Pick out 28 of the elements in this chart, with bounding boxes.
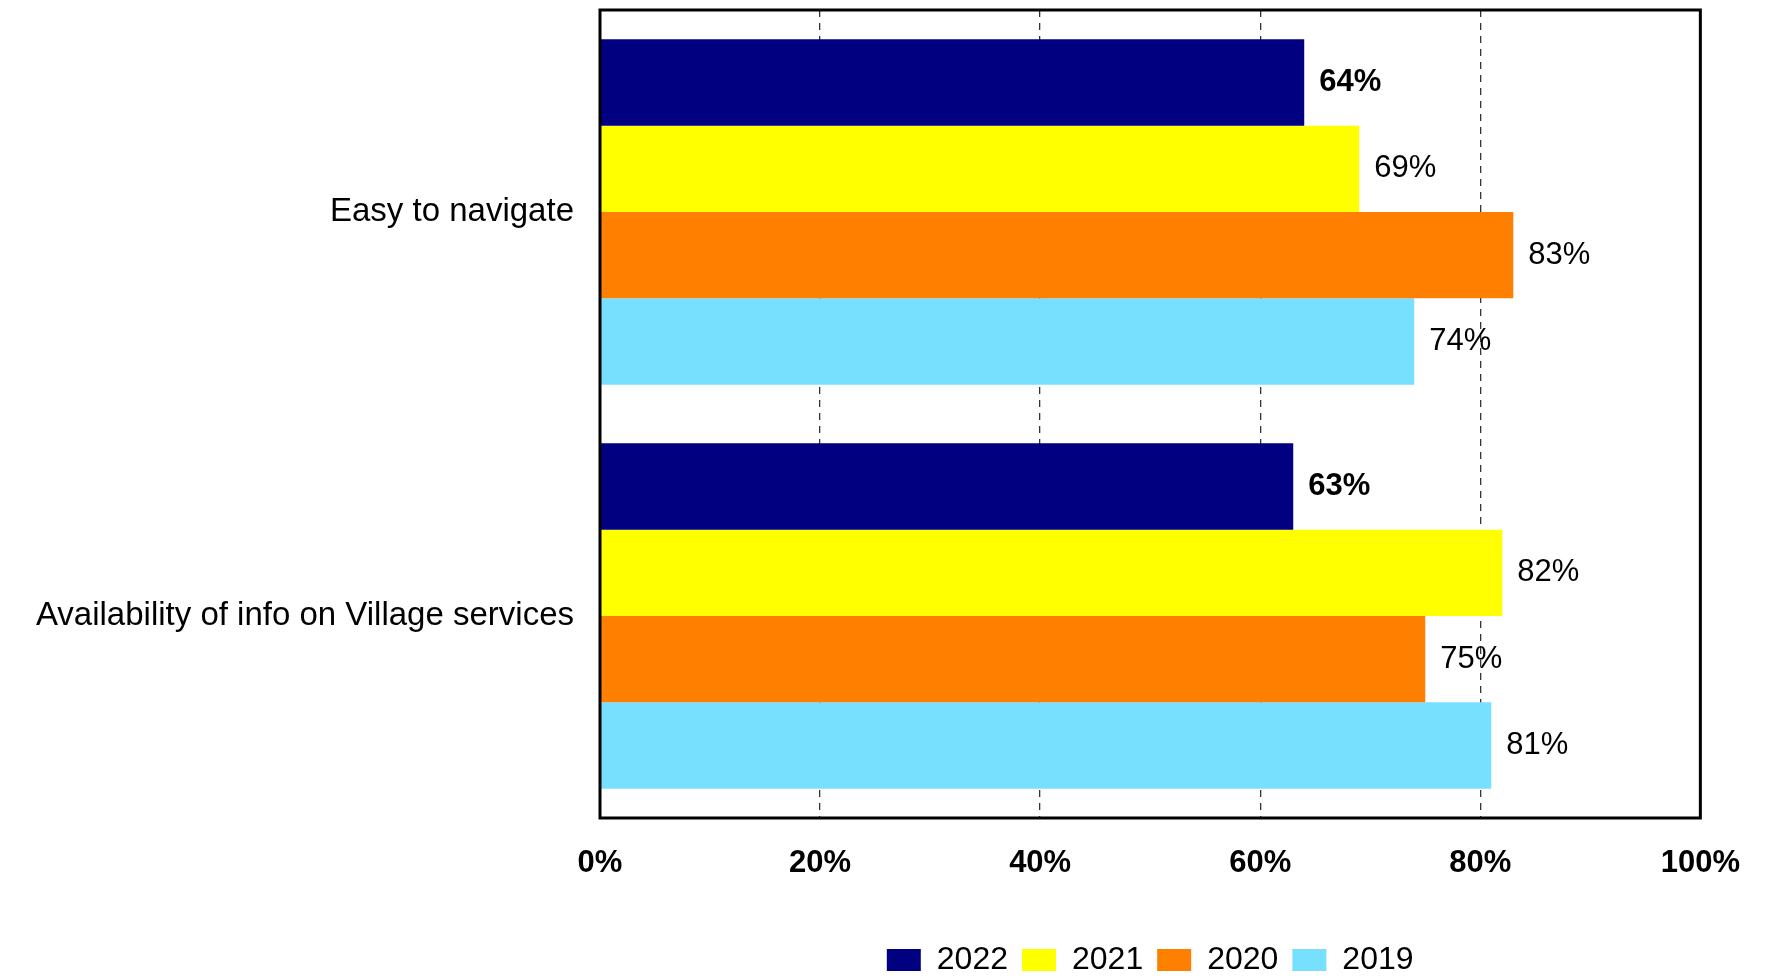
data-label: 64% <box>1319 63 1382 99</box>
data-label: 81% <box>1506 726 1569 762</box>
legend-label: 2019 <box>1342 939 1414 976</box>
bar <box>600 529 1503 616</box>
x-tick-label: 60% <box>1229 844 1292 880</box>
x-tick-label: 40% <box>1009 844 1072 880</box>
bar <box>600 212 1514 299</box>
data-label: 74% <box>1429 322 1492 358</box>
x-tick-label: 0% <box>577 844 623 880</box>
x-tick-label: 80% <box>1449 844 1512 880</box>
data-label: 83% <box>1528 235 1591 271</box>
data-label: 69% <box>1374 149 1437 185</box>
bar <box>600 443 1294 530</box>
data-label: 63% <box>1308 467 1371 503</box>
y-tick-label: Easy to navigate <box>330 191 574 229</box>
data-label: 82% <box>1517 553 1580 589</box>
bar <box>600 298 1415 385</box>
x-tick-label: 20% <box>789 844 852 880</box>
legend-label: 2021 <box>1071 939 1144 976</box>
legend-label: 2022 <box>936 939 1008 976</box>
bar <box>600 125 1360 212</box>
bar <box>600 39 1305 126</box>
x-tick-label: 100% <box>1660 844 1741 880</box>
data-label: 75% <box>1440 639 1503 675</box>
y-tick-label: Availability of info on Village services <box>35 595 574 633</box>
bar <box>600 616 1426 703</box>
bar <box>600 702 1492 789</box>
legend-label: 2020 <box>1207 939 1279 976</box>
